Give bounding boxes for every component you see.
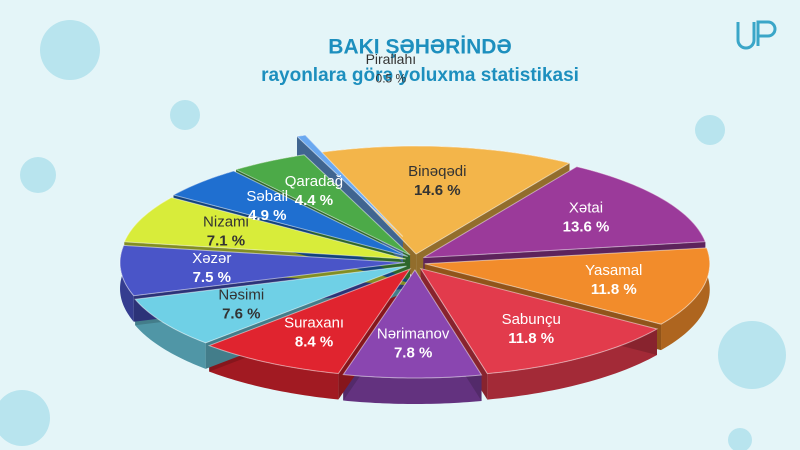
- slice-label: Pirallahı: [366, 51, 417, 67]
- virus-decorations: [0, 20, 786, 450]
- slice-value: 4.4 %: [295, 192, 333, 209]
- slice-value: 11.8 %: [508, 330, 554, 347]
- chart-subtitle: rayonlara görə yoluxma statistikasi: [261, 65, 579, 86]
- slice: [123, 196, 406, 260]
- slice: [423, 166, 707, 259]
- slice-label: Suraxanı: [284, 315, 344, 332]
- slice-label: Sabunçu: [502, 311, 561, 328]
- slice-value: 11.8 %: [591, 281, 637, 298]
- slice-label: Nərimanov: [377, 325, 450, 342]
- slice-side: [661, 247, 710, 351]
- slice-value: 0.5 %: [376, 71, 407, 85]
- slice: [424, 247, 711, 325]
- slice-side: [343, 374, 482, 404]
- slice: [134, 265, 407, 344]
- slice: [419, 267, 659, 375]
- slice-label: Nizami: [203, 214, 249, 231]
- slice-value: 7.6 %: [222, 306, 260, 323]
- slice: [119, 244, 406, 297]
- pie: Binəqədi 14.6 % Xətai 13.6 % Yasamal 11.8 % Sa…: [119, 51, 711, 404]
- slice-label: Səbail: [246, 188, 288, 205]
- slice-label: Yasamal: [585, 262, 642, 279]
- slice-value: 14.6 %: [414, 182, 461, 199]
- slice-label: Xətai: [569, 200, 603, 217]
- slice-label: Qaradağ: [285, 173, 343, 190]
- slice-label: Nəsimi: [218, 287, 264, 304]
- slice-label: Binəqədi: [408, 163, 466, 180]
- slice: [342, 269, 483, 379]
- slice: [172, 170, 408, 257]
- slice-value: 7.5 %: [193, 269, 231, 286]
- slice-value: 7.1 %: [207, 233, 245, 250]
- slice: [317, 145, 571, 255]
- slice-value: 7.8 %: [394, 344, 432, 361]
- slice: [207, 267, 412, 375]
- slice-label: Xəzər: [192, 250, 231, 267]
- slice-value: 8.4 %: [295, 334, 333, 351]
- slice-value: 4.9 %: [248, 207, 286, 224]
- slice-value: 13.6 %: [563, 219, 610, 236]
- chart-title: BAKI ŞƏHƏRİNDƏ: [328, 36, 511, 59]
- slice: [295, 134, 404, 237]
- slice: [234, 154, 411, 256]
- logo: [736, 20, 777, 50]
- slice-side: [487, 328, 657, 400]
